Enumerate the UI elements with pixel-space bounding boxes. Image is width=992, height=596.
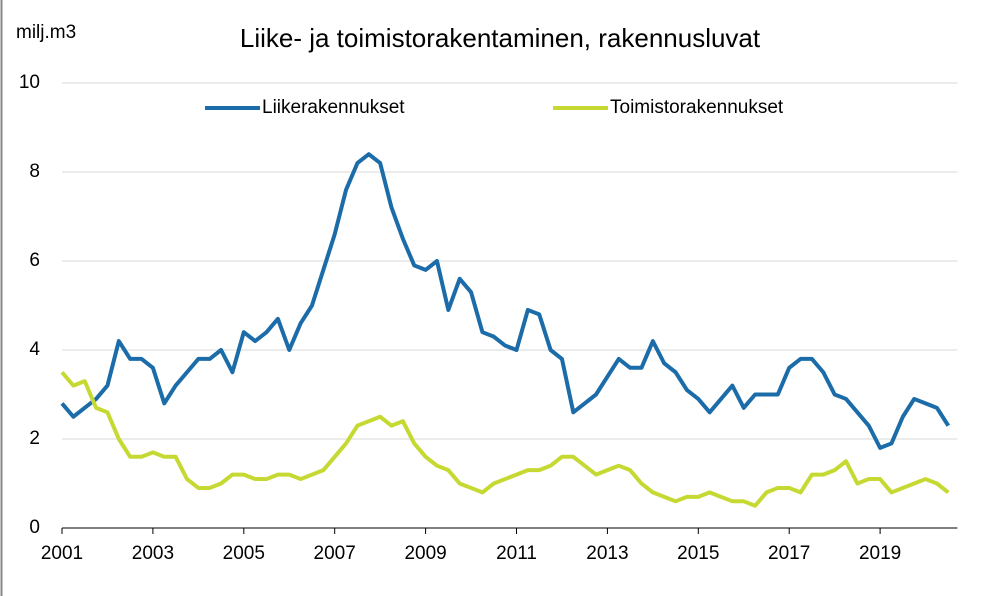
x-tick-label: 2015 xyxy=(677,543,719,564)
y-tick-label: 10 xyxy=(19,72,40,93)
y-axis-label: milj.m3 xyxy=(16,22,76,43)
x-tick-label: 2013 xyxy=(586,543,628,564)
y-tick-label: 6 xyxy=(29,250,40,271)
x-tick-label: 2003 xyxy=(132,543,174,564)
x-tick-label: 2009 xyxy=(404,543,446,564)
x-tick-label: 2007 xyxy=(314,543,356,564)
x-tick-label: 2019 xyxy=(859,543,901,564)
legend-label: Liikerakennukset xyxy=(262,97,405,118)
x-tick-label: 2011 xyxy=(496,543,537,564)
x-tick-label: 2001 xyxy=(41,543,83,564)
y-tick-label: 0 xyxy=(29,517,40,538)
y-tick-label: 4 xyxy=(29,339,40,360)
series-line xyxy=(60,370,950,508)
series-line xyxy=(60,152,950,450)
y-tick-label: 8 xyxy=(29,161,40,182)
chart-title: Liike- ja toimistorakentaminen, rakennus… xyxy=(240,23,761,53)
y-tick-label: 2 xyxy=(29,428,40,449)
legend-label: Toimistorakennukset xyxy=(610,97,784,118)
x-tick-label: 2005 xyxy=(223,543,265,564)
x-tick-label: 2017 xyxy=(768,543,810,564)
